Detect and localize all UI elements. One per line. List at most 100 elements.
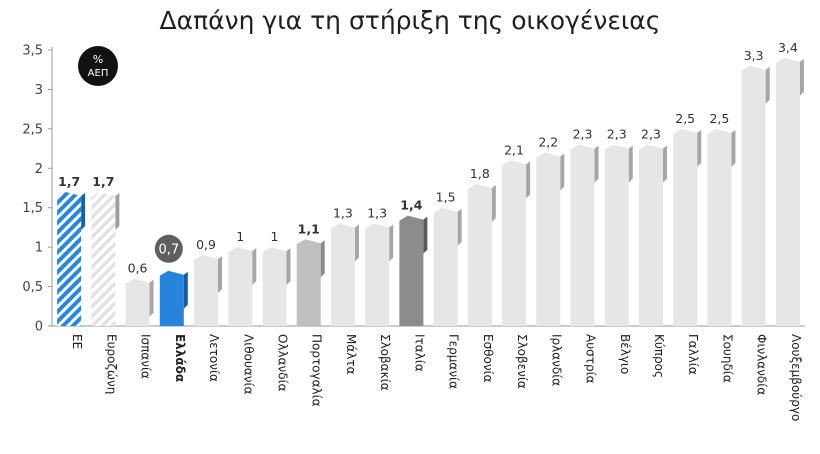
bar-group (707, 128, 736, 326)
bar (433, 207, 458, 326)
bar-side (389, 224, 394, 262)
value-label: 0,6 (128, 261, 148, 276)
bar-side (149, 279, 154, 317)
bar (604, 144, 629, 326)
value-label: 1,8 (470, 166, 490, 181)
value-label: 2,3 (573, 127, 593, 142)
bar-group (775, 57, 804, 327)
unit-badge-unit: ΑΕΠ (88, 68, 109, 79)
bar-side (526, 161, 531, 199)
bar-side (628, 145, 633, 183)
category-label: Ιταλία (412, 334, 426, 372)
bar-side (115, 192, 120, 230)
unit-badge: % ΑΕΠ (78, 46, 118, 86)
bar-group (159, 270, 188, 326)
y-tick-label: 0,5 (22, 280, 43, 295)
bar-side (423, 216, 428, 254)
value-label: 1,7 (58, 174, 80, 189)
value-label: 2,1 (504, 142, 524, 157)
bar-side (286, 248, 291, 286)
bar (775, 57, 800, 327)
category-label: Ισπανία (139, 334, 153, 379)
y-tick-label: 0 (35, 320, 43, 335)
bar (399, 215, 424, 326)
bar-group (467, 184, 496, 326)
value-label: 0,9 (196, 237, 216, 252)
value-label: 1,3 (333, 205, 353, 220)
y-tick-label: 3 (35, 83, 43, 98)
value-label: 0,7 (158, 242, 179, 257)
bar (467, 184, 492, 326)
unit-badge-circle (78, 46, 118, 86)
value-label: 1 (236, 229, 244, 244)
bar (194, 255, 219, 326)
value-label: 2,3 (607, 127, 627, 142)
category-label: Κύπρος (652, 334, 666, 378)
bar (536, 152, 561, 326)
bar-group (57, 191, 86, 326)
category-label: Φινλανδία (755, 334, 769, 395)
category-label: Σουηδία (720, 334, 734, 383)
category-label: Ελλάδα (173, 334, 187, 382)
value-label: 1 (271, 229, 279, 244)
bar (365, 223, 390, 326)
bar (57, 191, 82, 326)
bar-side (354, 224, 359, 262)
bar-group (194, 255, 223, 326)
category-label: Λιθουανία (241, 334, 255, 395)
bar (741, 65, 766, 327)
bar-group (125, 278, 154, 326)
bar-side (799, 58, 804, 96)
y-tick-label: 2 (35, 162, 43, 177)
bar-side (320, 240, 325, 278)
bar-group (673, 128, 702, 326)
category-label: Γερμανία (447, 334, 461, 389)
category-label: ΕΕ (70, 334, 84, 349)
bar (707, 128, 732, 326)
category-label: Μάλτα (344, 334, 358, 375)
category-label: Αυστρία (584, 334, 598, 384)
category-label: Εσθονία (481, 334, 495, 383)
value-label: 3,3 (744, 48, 764, 63)
chart-title: Δαπάνη για τη στήριξη της οικογένειας (159, 6, 661, 35)
bar-side (731, 129, 736, 167)
bar-side (218, 256, 223, 294)
category-label: Ολλανδία (275, 334, 289, 392)
bar-group (536, 152, 565, 326)
bar-side (765, 66, 770, 104)
bar-side (697, 129, 702, 167)
bar-side (252, 248, 257, 286)
bar-group (433, 207, 462, 326)
bar-side (81, 192, 86, 230)
bar-side (560, 153, 565, 191)
highlight-badge (154, 234, 183, 263)
y-tick-label: 1 (35, 241, 43, 256)
bar (570, 144, 595, 326)
value-label: 1,4 (400, 198, 422, 213)
category-label: Σλοβενία (515, 334, 529, 389)
bar-side (491, 185, 496, 223)
bar-group (296, 239, 325, 326)
y-tick-label: 1,5 (22, 201, 43, 216)
category-label: Λετονία (207, 334, 221, 382)
bar-group (604, 144, 633, 326)
value-label: 2,3 (641, 127, 661, 142)
bar (502, 160, 527, 326)
bar-side (662, 145, 667, 183)
bar-group (91, 191, 120, 326)
bar (638, 144, 663, 326)
category-label: Βέλγιο (618, 334, 632, 374)
bar-group (228, 247, 257, 326)
bar (673, 128, 698, 326)
bar (296, 239, 321, 326)
bar-group (741, 65, 770, 327)
category-label: Γαλλία (686, 334, 700, 375)
category-label: Ευροζώνη (104, 334, 118, 394)
bar-side (594, 145, 599, 183)
y-tick-label: 2,5 (22, 122, 43, 137)
bar-group (399, 215, 428, 326)
y-tick-label: 3,5 (22, 44, 43, 59)
bar-group (502, 160, 531, 326)
bar (91, 191, 116, 326)
